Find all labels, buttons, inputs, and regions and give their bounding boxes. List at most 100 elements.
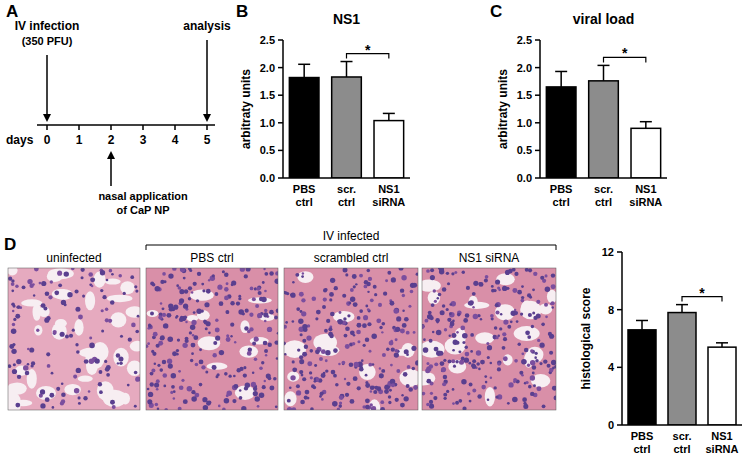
x-tick-label-line: siRNA [705,443,738,455]
nucleus [442,304,445,307]
nucleus [253,386,257,390]
nucleus [212,365,217,370]
nucleus [400,288,404,292]
nucleus [365,374,368,377]
nucleus [379,373,384,378]
nucleus [372,386,375,389]
nucleus [406,384,410,388]
y-axis [282,40,284,178]
image-frame [284,268,418,410]
x-tick-label-line: scr. [594,183,613,195]
nucleus [324,329,328,333]
nucleus [299,355,303,359]
nucleus [285,321,288,324]
nucleus [117,362,119,364]
nucleus [457,313,461,317]
error-cap [598,65,610,67]
nucleus [545,287,550,292]
nucleus [299,370,303,374]
nucleus [301,298,305,302]
nucleus [48,295,52,299]
alveolus [110,312,126,327]
nucleus [46,352,50,356]
nucleus [176,349,179,352]
y-tick [278,177,283,179]
nucleus [191,396,197,402]
nucleus [252,341,256,345]
nucleus [206,289,211,294]
nucleus [152,283,156,287]
nucleus [342,361,346,365]
nucleus [344,334,348,338]
nucleus [75,307,80,312]
nucleus [78,315,83,320]
nucleus [253,391,258,396]
nucleus [228,374,231,377]
nucleus [324,288,327,291]
nucleus [264,309,267,312]
nucleus [400,329,405,334]
nucleus [259,297,263,301]
nucleus [230,301,234,305]
nucleus [261,361,264,364]
event-arrow [206,40,208,116]
nucleus [487,345,492,350]
nucleus [360,366,363,369]
nucleus [404,317,409,322]
nucleus [307,361,312,366]
nucleus [309,349,313,353]
nucleus [426,269,430,273]
y-axis [621,252,623,425]
nucleus [231,280,236,285]
nucleus [56,387,60,391]
nucleus [218,405,221,408]
nucleus [98,382,102,386]
x-tick-label: scr.ctrl [337,183,356,208]
nucleus [495,395,498,398]
nucleus [250,287,254,291]
y-tick [535,122,540,124]
nucleus [350,288,354,292]
alveolus [287,372,299,382]
nucleus [256,287,260,291]
nucleus [472,359,476,363]
nucleus [73,375,77,379]
nucleus [443,393,447,397]
nucleus [551,360,556,365]
nucleus [137,315,140,318]
nucleus [77,396,80,399]
nucleus [233,375,236,378]
error-bar [555,71,567,86]
nucleus [84,359,89,364]
nucleus [189,331,192,334]
nucleus [534,356,537,359]
nucleus [422,325,424,329]
nucleus [60,401,64,405]
nucleus [365,405,370,410]
nucleus [323,288,327,292]
nucleus [215,328,220,333]
nucleus [15,314,20,319]
nucleus [162,272,166,276]
nucleus [502,346,506,350]
nucleus [284,325,287,329]
alveolus [47,271,63,282]
nucleus [389,341,394,346]
nucleus [370,298,374,302]
nucleus [543,359,547,363]
nucleus [544,274,547,277]
event-label: of CaP NP [117,204,170,216]
nucleus [156,388,159,391]
nucleus [236,301,240,305]
nucleus [300,333,303,336]
nucleus [438,268,441,270]
nucleus [191,390,195,394]
nucleus [402,294,405,297]
nucleus [167,359,172,364]
nucleus [547,364,551,368]
nucleus [119,362,123,366]
nucleus [544,303,548,307]
nucleus [263,341,268,346]
nucleus [183,277,186,280]
nucleus [422,392,425,396]
